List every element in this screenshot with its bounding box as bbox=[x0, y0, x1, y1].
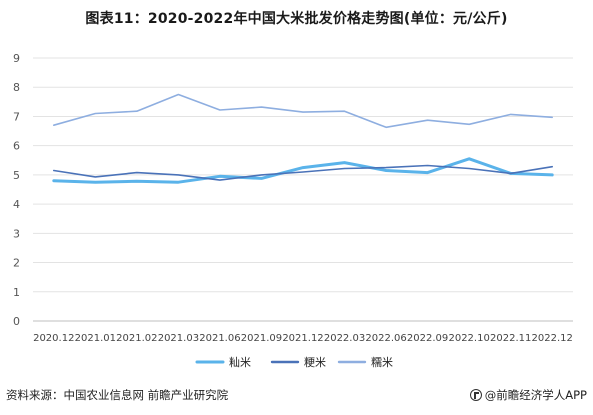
y-tick-label: 3 bbox=[13, 227, 20, 240]
series-line-籼米 bbox=[52, 157, 554, 184]
x-tick-label: 2022.11 bbox=[490, 333, 531, 344]
x-tick-label: 2022.10 bbox=[448, 333, 489, 344]
y-tick-label: 6 bbox=[13, 140, 20, 153]
legend-label: 籼米 bbox=[229, 356, 251, 369]
y-tick-label: 0 bbox=[13, 315, 20, 328]
y-tick-label: 9 bbox=[13, 52, 20, 65]
legend-label: 糯米 bbox=[371, 355, 393, 369]
x-tick-label: 2020.12 bbox=[33, 333, 74, 344]
brand-credit: @前瞻经济学人APP bbox=[469, 387, 587, 403]
x-tick-label: 2021.12 bbox=[282, 333, 323, 344]
chart-title: 图表11：2020-2022年中国大米批发价格走势图(单位：元/公斤) bbox=[85, 11, 508, 27]
x-tick-label: 2021.06 bbox=[199, 333, 240, 344]
x-tick-label: 2022.06 bbox=[365, 333, 406, 344]
x-axis-ticks: 2020.12 2021.01 2021.02 2021.03 2021.06 2021.… bbox=[33, 333, 573, 344]
y-axis-ticks: 0 1 2 3 4 5 6 7 8 9 bbox=[13, 52, 20, 328]
legend-label: 粳米 bbox=[304, 355, 326, 369]
x-tick-label: 2022.03 bbox=[324, 333, 365, 344]
source-note: 资料来源：中国农业信息网 前瞻产业研究院 bbox=[6, 388, 229, 402]
x-tick-label: 2021.02 bbox=[116, 333, 157, 344]
x-tick-label: 2021.09 bbox=[241, 333, 282, 344]
x-tick-label: 2022.09 bbox=[407, 333, 448, 344]
y-tick-label: 5 bbox=[13, 169, 20, 182]
series-line-粳米 bbox=[52, 164, 554, 181]
grid-lines bbox=[33, 57, 573, 322]
series-lines bbox=[52, 93, 554, 184]
series-line-糯米 bbox=[52, 93, 554, 129]
y-tick-label: 4 bbox=[13, 198, 20, 211]
x-tick-label: 2021.03 bbox=[158, 333, 199, 344]
y-tick-label: 7 bbox=[13, 110, 20, 123]
y-tick-label: 1 bbox=[13, 286, 20, 299]
y-tick-label: 8 bbox=[13, 81, 20, 94]
brand-label: @前瞻经济学人APP bbox=[484, 388, 587, 402]
legend: 籼米 粳米 糯米 bbox=[195, 355, 393, 369]
brand-logo-icon bbox=[469, 389, 482, 401]
x-tick-label: 2022.12 bbox=[532, 333, 573, 344]
x-tick-label: 2021.01 bbox=[75, 333, 116, 344]
y-tick-label: 2 bbox=[13, 257, 20, 270]
